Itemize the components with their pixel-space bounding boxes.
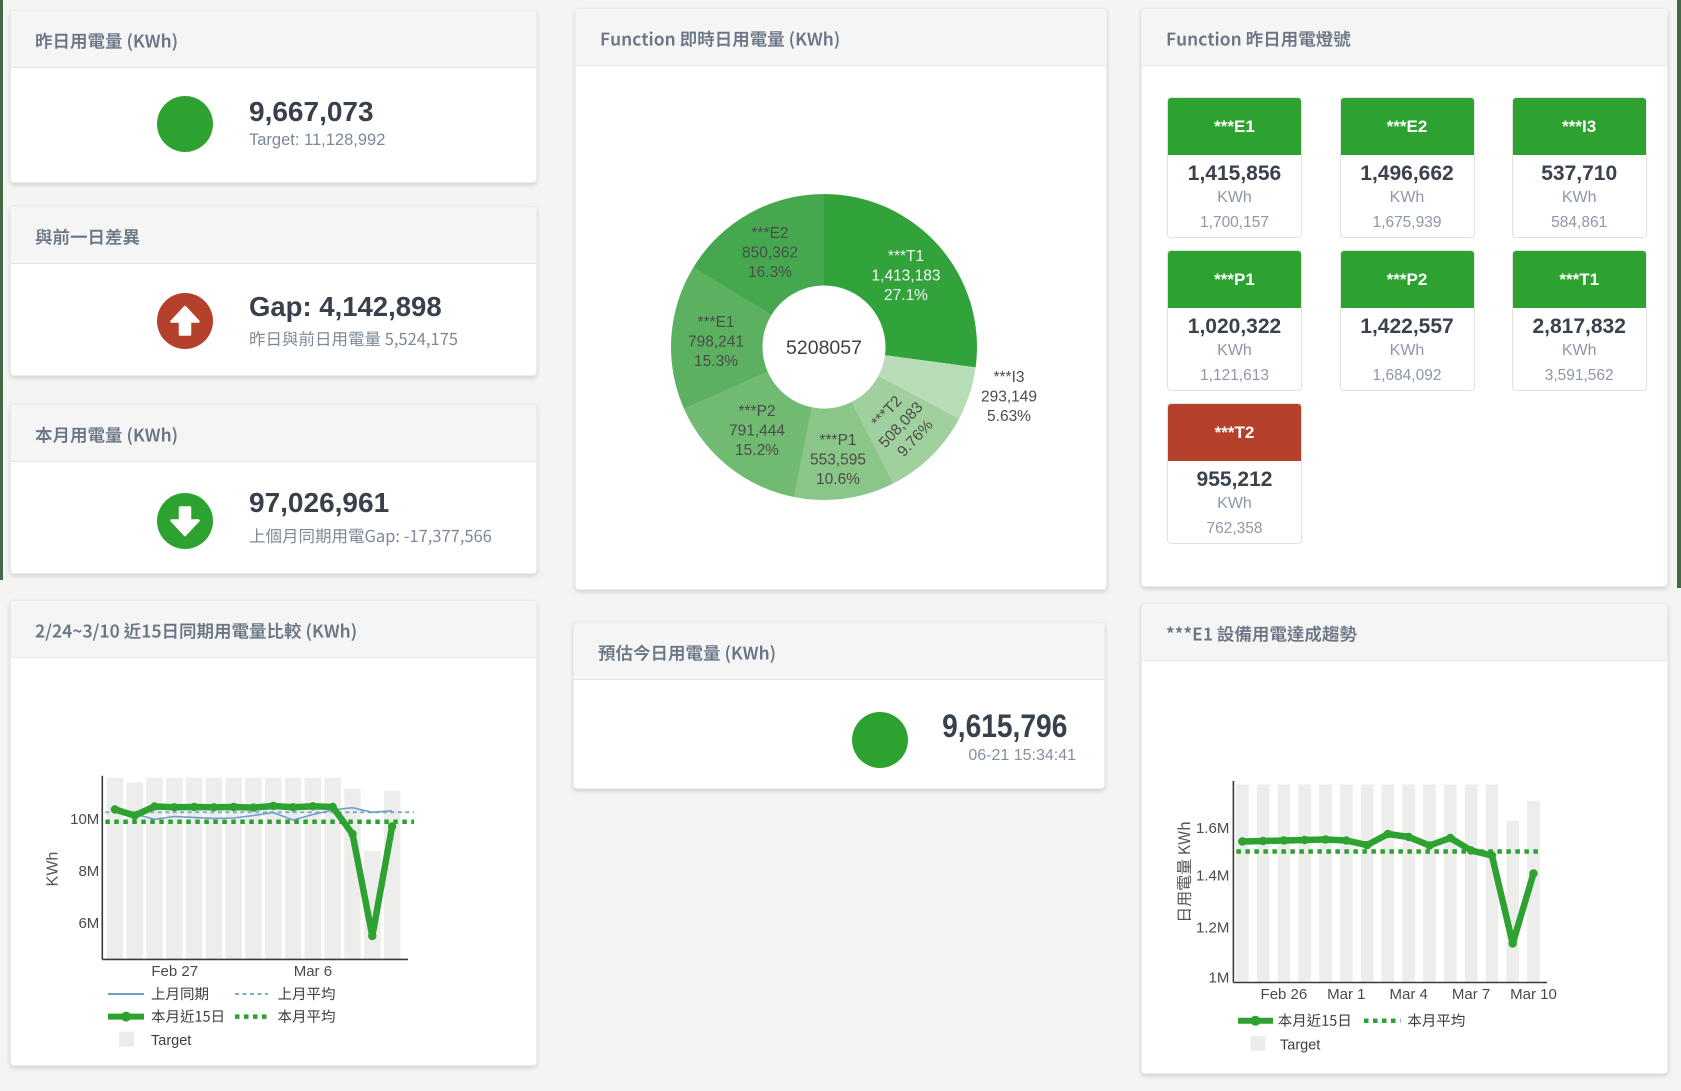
- svg-text:10.6%: 10.6%: [816, 471, 860, 488]
- svg-text:1.4M: 1.4M: [1196, 868, 1229, 885]
- svg-text:***E2: ***E2: [751, 225, 788, 242]
- svg-text:15.2%: 15.2%: [735, 442, 779, 459]
- svg-text:5208057: 5208057: [786, 337, 862, 359]
- svg-text:293,149: 293,149: [981, 389, 1037, 406]
- svg-text:553,595: 553,595: [810, 452, 866, 469]
- svg-text:Mar 4: Mar 4: [1390, 986, 1428, 1003]
- svg-text:KWh: KWh: [45, 852, 62, 887]
- svg-text:10M: 10M: [70, 811, 99, 828]
- svg-text:5.63%: 5.63%: [987, 408, 1031, 425]
- svg-text:Mar 7: Mar 7: [1452, 986, 1490, 1003]
- svg-text:***T1: ***T1: [888, 248, 924, 265]
- svg-text:15.3%: 15.3%: [694, 353, 738, 370]
- svg-text:***E1: ***E1: [697, 314, 734, 331]
- svg-text:1.2M: 1.2M: [1196, 920, 1229, 937]
- svg-text:***I3: ***I3: [993, 369, 1024, 386]
- svg-text:16.3%: 16.3%: [748, 264, 792, 281]
- svg-text:Target: Target: [1280, 1038, 1320, 1054]
- svg-text:***P1: ***P1: [819, 432, 856, 449]
- svg-text:1M: 1M: [1209, 969, 1230, 986]
- svg-text:Feb 27: Feb 27: [151, 963, 198, 980]
- svg-text:Mar 6: Mar 6: [294, 963, 332, 980]
- svg-text:798,241: 798,241: [688, 334, 744, 351]
- svg-text:1.6M: 1.6M: [1196, 820, 1229, 837]
- svg-text:Target: Target: [151, 1033, 191, 1049]
- svg-text:8M: 8M: [78, 863, 99, 880]
- svg-text:Mar 10: Mar 10: [1510, 986, 1557, 1003]
- svg-text:***P2: ***P2: [738, 403, 775, 420]
- svg-text:27.1%: 27.1%: [884, 287, 928, 304]
- svg-text:Feb 26: Feb 26: [1261, 986, 1308, 1003]
- svg-text:6M: 6M: [78, 915, 99, 932]
- svg-text:791,444: 791,444: [729, 423, 785, 440]
- svg-text:850,362: 850,362: [742, 245, 798, 262]
- svg-text:Mar 1: Mar 1: [1327, 986, 1365, 1003]
- svg-text:1,413,183: 1,413,183: [872, 268, 941, 285]
